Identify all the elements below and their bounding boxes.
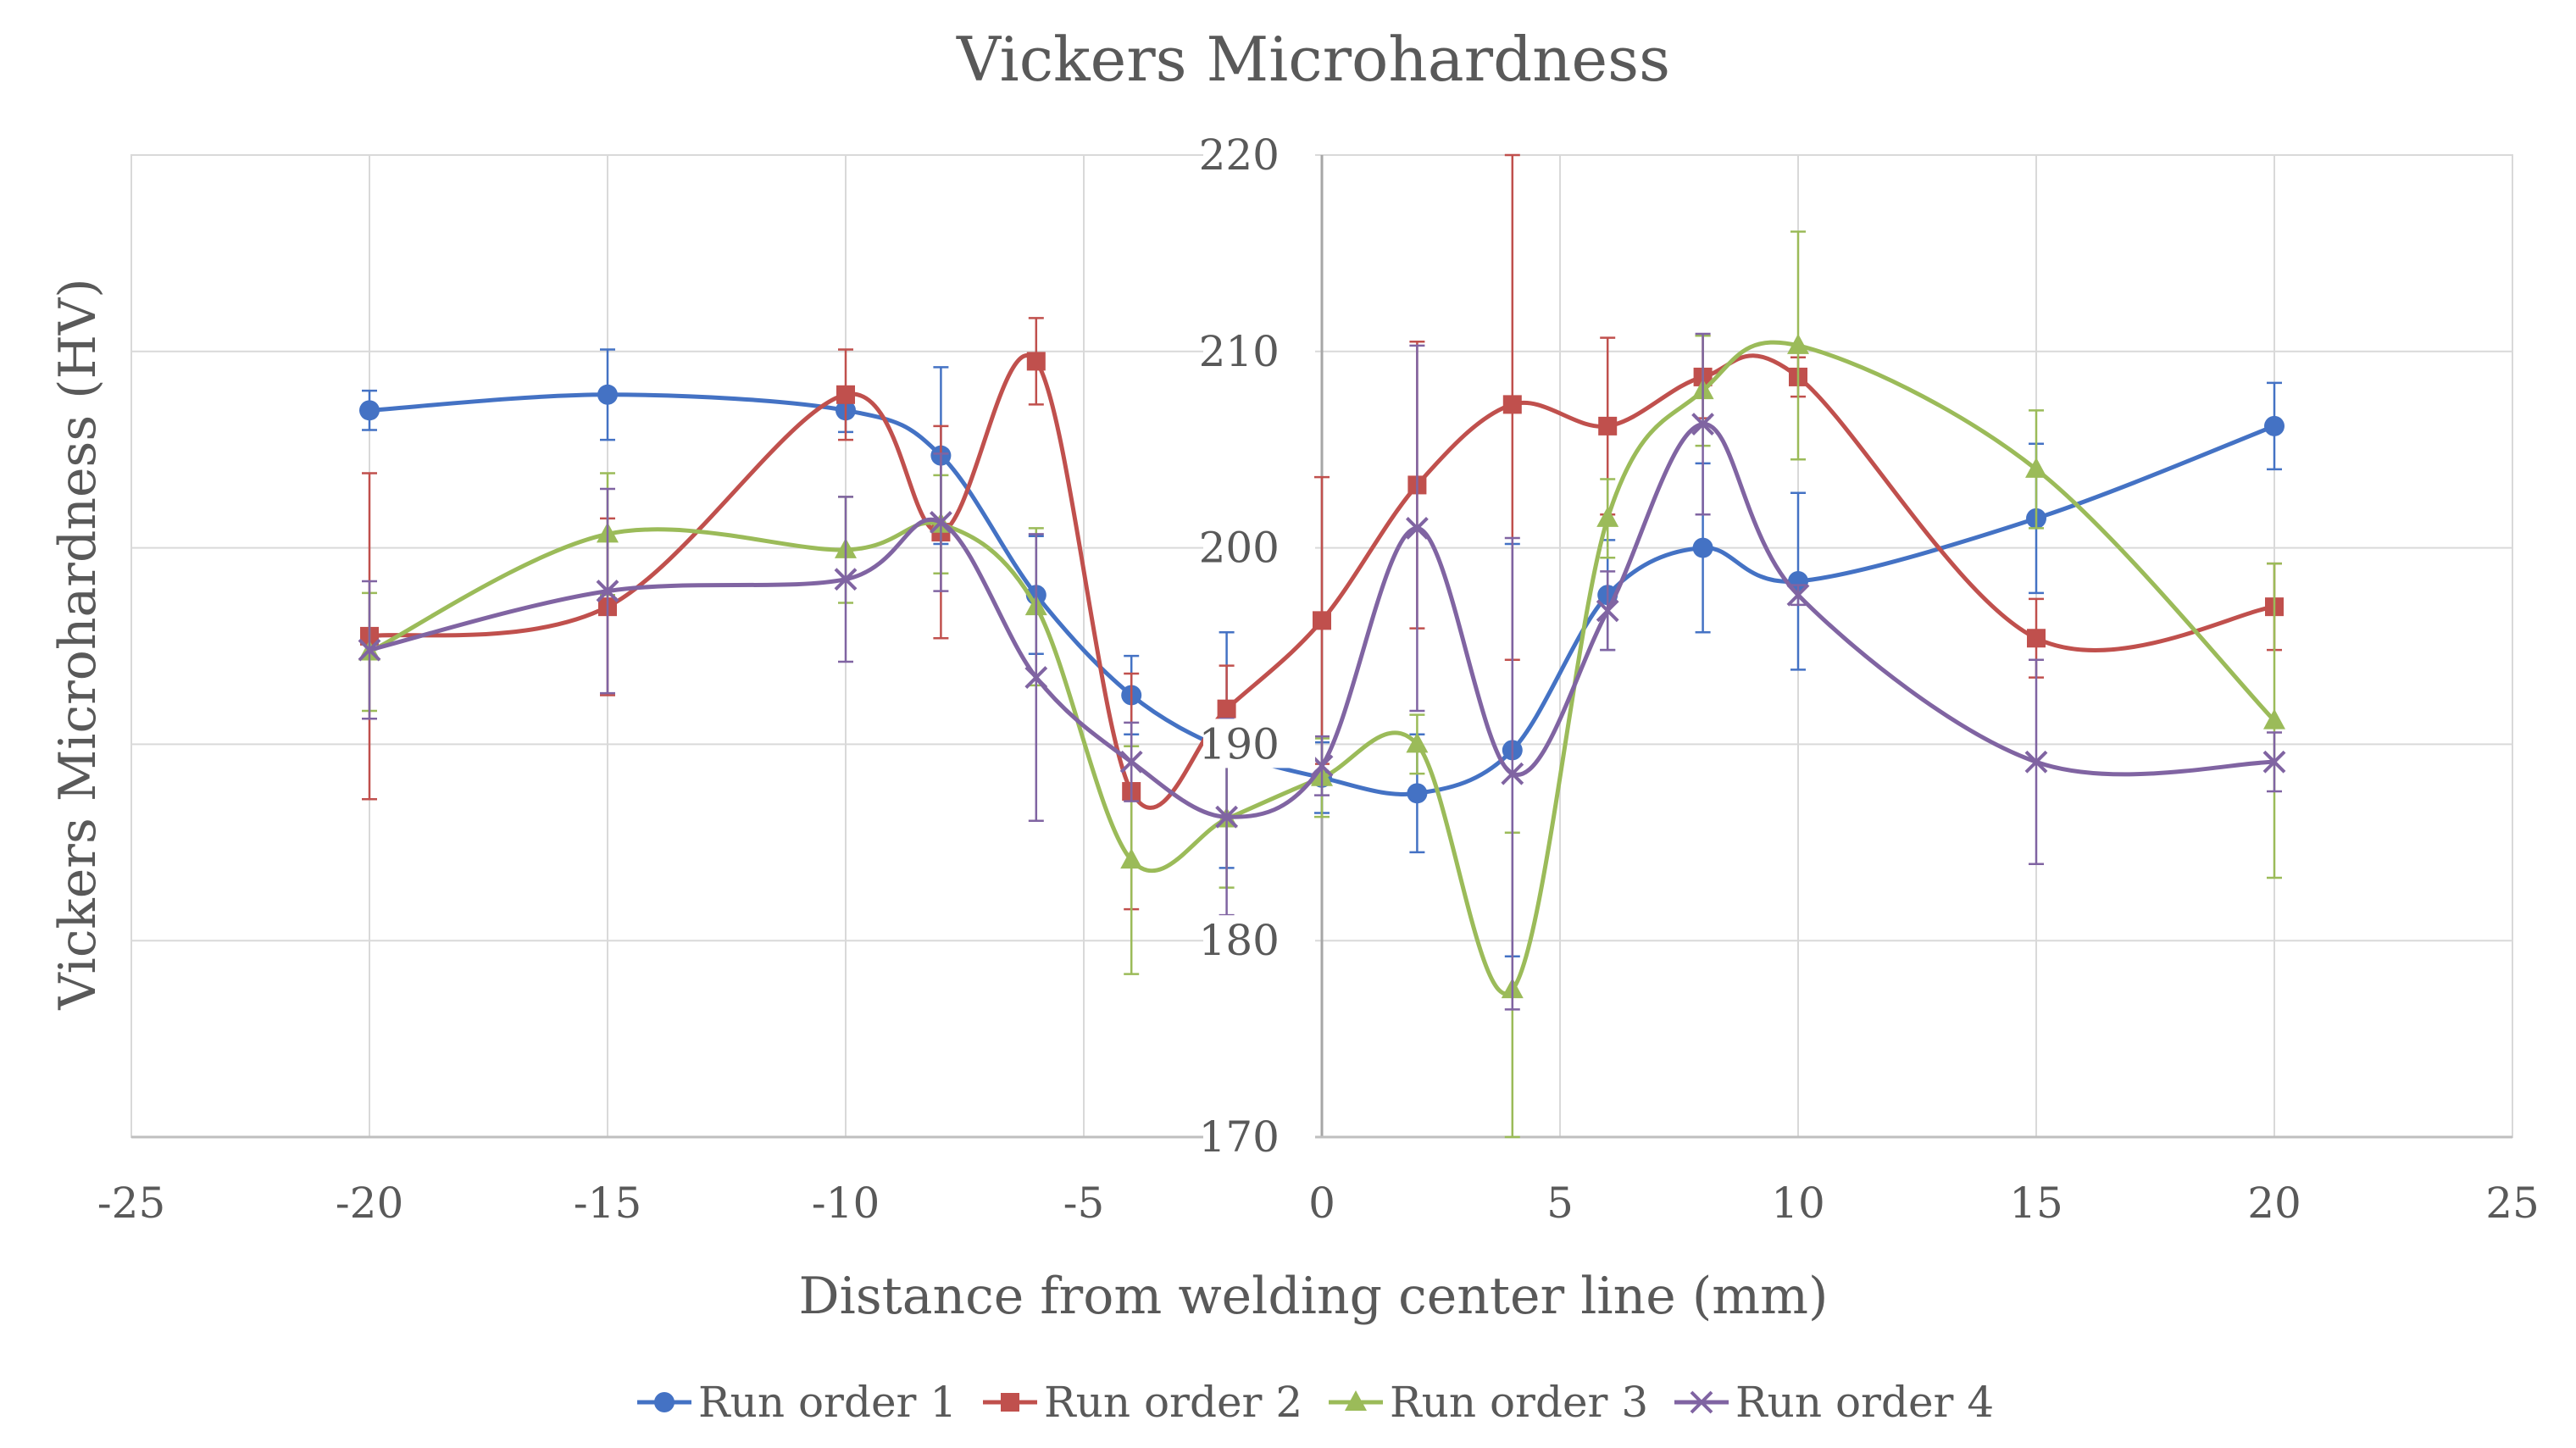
marker-stroke (596, 580, 619, 603)
chart-title: Vickers Microhardness (956, 24, 1670, 95)
y-tick-label: 210 (1199, 327, 1280, 376)
x-tick-label: -20 (336, 1179, 404, 1228)
y-tick-label: 220 (1199, 130, 1280, 180)
data-point (597, 384, 618, 405)
x-tick-label: -10 (812, 1179, 880, 1228)
legend-item: Run order 3 (1329, 1378, 1648, 1427)
data-point (1692, 537, 1713, 558)
data-point (1119, 750, 1143, 774)
data-point (2262, 750, 2286, 774)
data-point (1407, 783, 1428, 804)
data-point (2025, 457, 2047, 478)
legend-item: Run order 2 (983, 1378, 1302, 1427)
data-point (2027, 629, 2046, 648)
marker-stroke (1310, 754, 1334, 778)
data-point (359, 400, 380, 421)
y-tick-label: 180 (1199, 916, 1280, 965)
data-point (1596, 599, 1619, 623)
y-tick-label-bg (1203, 522, 1315, 572)
y-axis-title: Vickers Microhardness (HV) (48, 278, 108, 1010)
legend: Run order 1 Run order 2 Run order 3 Run ord… (637, 1378, 1994, 1427)
x-tick-label: 20 (2247, 1179, 2301, 1228)
data-point (836, 385, 855, 404)
data-point (1501, 762, 1524, 785)
data-point (1596, 506, 1619, 527)
data-point (1313, 611, 1331, 630)
x-tick-label: 0 (1308, 1179, 1335, 1228)
marker-stroke (834, 568, 858, 591)
legend-label: Run order 4 (1735, 1378, 1994, 1427)
legend-label: Run order 3 (1390, 1378, 1648, 1427)
data-point (929, 511, 952, 534)
data-point (1786, 583, 1810, 607)
marker-stroke (2024, 750, 2048, 774)
data-point (1120, 848, 1143, 869)
y-tick-label: 200 (1199, 524, 1280, 573)
legend-item: Run order 1 (637, 1378, 957, 1427)
x-tick-label: 15 (2009, 1179, 2063, 1228)
y-tick-label-bg (1203, 718, 1315, 768)
data-point (1217, 699, 1236, 718)
series-4 (358, 332, 2286, 1011)
y-tick-label-bg (1203, 915, 1315, 965)
marker-stroke (358, 638, 381, 662)
x-tick-label: 10 (1771, 1179, 1825, 1228)
x-tick-label: -15 (574, 1179, 642, 1228)
legend-item: Run order 4 (1674, 1378, 1994, 1427)
x-tick-label: 5 (1546, 1179, 1574, 1228)
marker-stroke (1405, 517, 1429, 540)
x-tick-label: -25 (97, 1179, 166, 1228)
marker-stroke (929, 511, 952, 534)
y-tick-label-bg (1203, 325, 1315, 375)
data-point (1024, 666, 1048, 690)
data-point (1406, 732, 1429, 753)
legend-marker (1345, 1390, 1367, 1411)
y-tick-label-bg (1203, 1112, 1315, 1161)
marker-stroke (1691, 413, 1715, 436)
data-point (1405, 517, 1429, 540)
legend-label: Run order 2 (1044, 1378, 1302, 1427)
y-tick-label-bg (1203, 130, 1315, 179)
data-point (1691, 413, 1715, 436)
marker-stroke (1690, 1390, 1713, 1414)
x-tick-label: 25 (2485, 1179, 2540, 1228)
marker-stroke (2262, 750, 2286, 774)
legend-marker (1690, 1390, 1713, 1414)
data-point (596, 580, 619, 603)
data-point (1215, 805, 1239, 829)
x-axis-title: Distance from welding center line (mm) (799, 1267, 1829, 1326)
series-layer (358, 153, 2286, 1139)
marker-stroke (1596, 599, 1619, 623)
legend-label: Run order 1 (698, 1378, 957, 1427)
data-point (2264, 415, 2285, 436)
data-point (358, 638, 381, 662)
legend-marker (1001, 1393, 1019, 1412)
y-tick-label: 170 (1199, 1112, 1280, 1162)
data-point (1026, 352, 1046, 371)
data-point (834, 568, 858, 591)
tick-labels: -25 -20 -15 -10 -5 0 5 10 15 20 25 170 180 190 200 210 2… (97, 130, 2540, 1228)
legend-marker (654, 1392, 675, 1412)
data-point (1598, 416, 1618, 436)
y-tick-label: 190 (1199, 719, 1280, 768)
marker-stroke (1119, 750, 1143, 774)
marker-stroke (1786, 583, 1810, 607)
x-tick-label: -5 (1063, 1179, 1105, 1228)
data-point (2263, 708, 2285, 730)
data-point (1502, 395, 1522, 414)
marker-stroke (1024, 666, 1048, 690)
data-point (1787, 333, 1809, 354)
marker-stroke (1501, 762, 1524, 785)
data-point (2024, 750, 2048, 774)
marker-stroke (1215, 805, 1239, 829)
